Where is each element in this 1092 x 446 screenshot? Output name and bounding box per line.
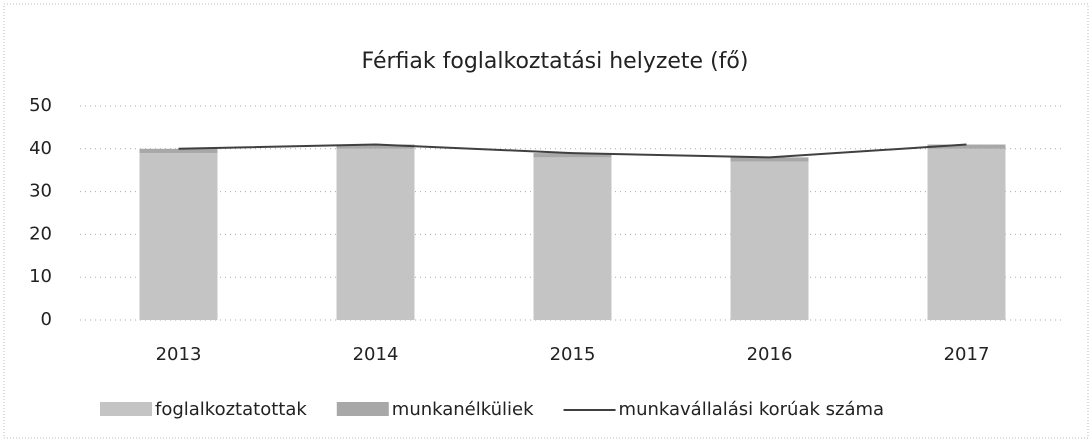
y-tick-label: 50 <box>29 95 52 116</box>
x-tick-label: 2014 <box>353 344 399 365</box>
x-tick-label: 2016 <box>747 344 793 365</box>
x-tick-label: 2013 <box>156 344 202 365</box>
bar <box>139 153 218 320</box>
x-tick-label: 2015 <box>550 344 596 365</box>
bar <box>139 148 218 154</box>
bar <box>730 157 809 162</box>
x-tick-label: 2017 <box>944 344 990 365</box>
y-tick-label: 30 <box>29 181 52 202</box>
bar <box>730 161 809 320</box>
bar <box>336 144 415 149</box>
bar <box>927 148 1006 320</box>
y-tick-label: 40 <box>29 138 52 159</box>
bar <box>533 157 612 320</box>
line <box>178 143 967 159</box>
bar <box>533 153 612 158</box>
bar <box>336 148 415 320</box>
y-tick-label: 10 <box>29 266 52 287</box>
y-tick-label: 20 <box>29 223 52 244</box>
legend-label: munkavállalási korúak száma <box>619 399 885 420</box>
chart-title: Férfiak foglalkoztatási helyzete (fő) <box>362 49 749 74</box>
legend-label: munkanélküliek <box>392 399 534 420</box>
y-tick-label: 0 <box>41 309 52 330</box>
bar <box>927 144 1006 149</box>
legend-swatch <box>336 402 389 416</box>
legend-label: foglalkoztatottak <box>155 399 307 420</box>
legend-swatch <box>100 402 152 416</box>
